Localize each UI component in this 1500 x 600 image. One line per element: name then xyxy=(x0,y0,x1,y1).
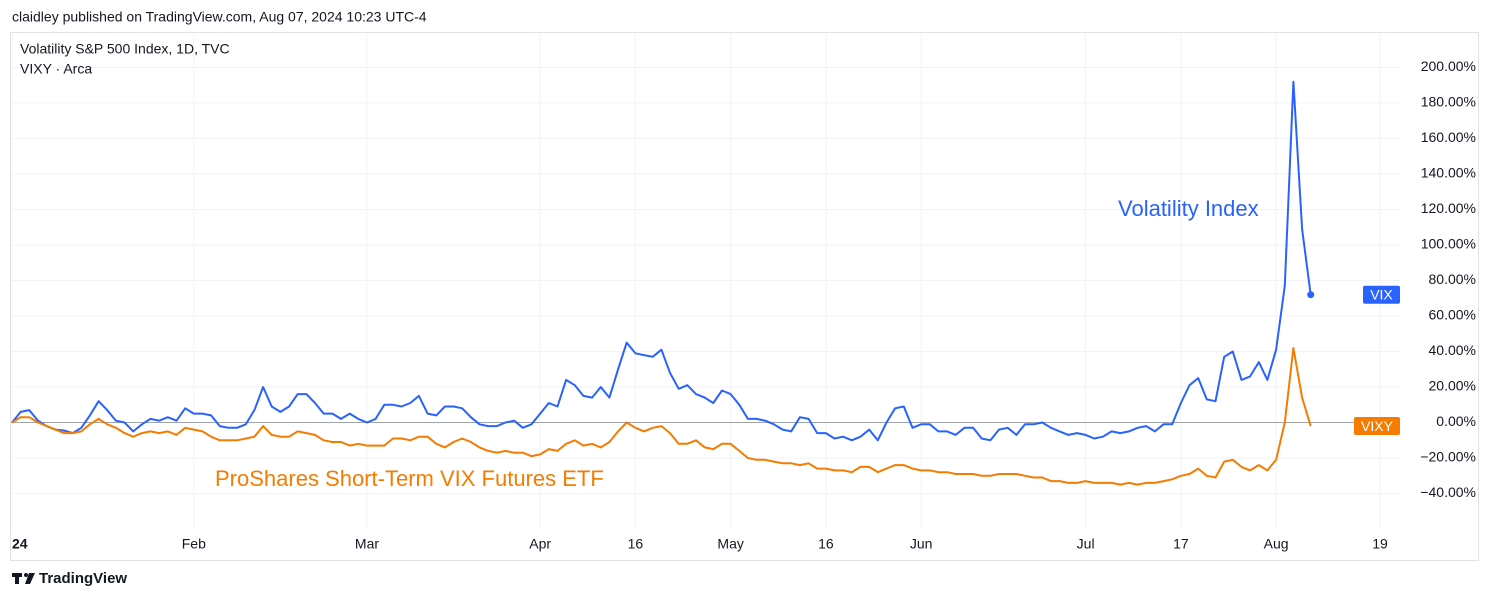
x-tick-label: 24 xyxy=(12,536,28,552)
x-tick-label: 16 xyxy=(818,536,834,552)
x-tick-label: Mar xyxy=(355,536,379,552)
x-tick-label: Feb xyxy=(182,536,206,552)
last-value-badge: VIXY xyxy=(1354,417,1400,436)
x-tick-label: Jun xyxy=(910,536,933,552)
y-tick-label: 180.00% xyxy=(1421,94,1476,110)
badge-bg xyxy=(1354,417,1400,436)
x-tick-label: Aug xyxy=(1264,536,1289,552)
y-tick-label: −20.00% xyxy=(1420,449,1476,465)
tv-logo xyxy=(12,573,35,584)
y-tick-label: 40.00% xyxy=(1429,342,1476,358)
last-point xyxy=(1307,291,1315,299)
y-tick-label: 120.00% xyxy=(1421,200,1476,216)
last-value-badge: VIX xyxy=(1363,285,1400,304)
plot: −40.00% −20.00% 0.00% 20.00% 40.00% 60.00% 80.… xyxy=(11,33,1476,560)
footer-brand: TradingView xyxy=(39,570,127,587)
y-tick-label: −40.00% xyxy=(1420,484,1476,500)
y-tick-label: 80.00% xyxy=(1429,271,1476,287)
x-tick-label: 16 xyxy=(628,536,644,552)
badge-label: VIX xyxy=(1370,286,1393,302)
y-tick-label: 200.00% xyxy=(1421,58,1476,74)
x-tick-label: Apr xyxy=(529,536,551,552)
publish-header: claidley published on TradingView.com, A… xyxy=(12,9,427,25)
legend-vix: Volatility S&P 500 Index, 1D, TVC xyxy=(20,41,230,57)
y-tick-label: 140.00% xyxy=(1421,165,1476,181)
y-tick-label: 100.00% xyxy=(1421,236,1476,252)
series-line xyxy=(11,347,1312,486)
y-tick-label: 160.00% xyxy=(1421,129,1476,145)
series-line xyxy=(11,80,1312,442)
x-tick-label: Jul xyxy=(1077,536,1095,552)
legend-vixy: VIXY · Arca xyxy=(20,61,92,77)
y-tick-label: 20.00% xyxy=(1429,378,1476,394)
badge-bg xyxy=(1363,285,1400,304)
y-tick-label: 0.00% xyxy=(1436,413,1476,429)
badge-label: VIXY xyxy=(1361,418,1394,434)
x-tick-label: 19 xyxy=(1372,536,1388,552)
annotation-vix: Volatility Index xyxy=(1118,196,1259,221)
annotation-vixy: ProShares Short-Term VIX Futures ETF xyxy=(215,466,604,491)
x-tick-label: 17 xyxy=(1173,536,1189,552)
y-tick-label: 60.00% xyxy=(1429,307,1476,323)
chart-frame xyxy=(10,32,1479,561)
x-tick-label: May xyxy=(717,536,743,552)
